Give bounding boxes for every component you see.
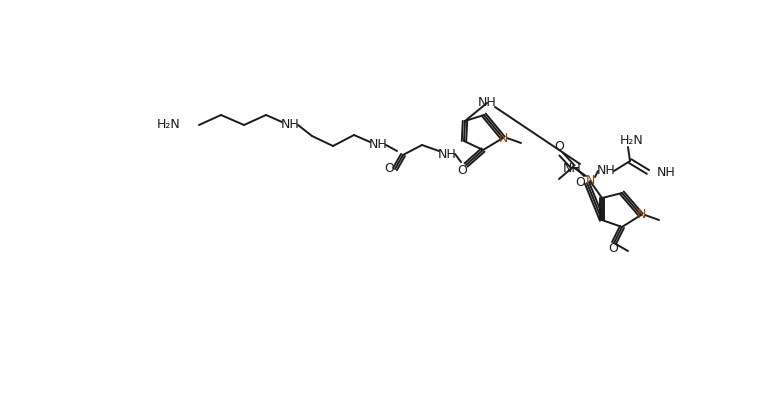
Text: NH: NH bbox=[597, 165, 616, 178]
Text: NH: NH bbox=[478, 97, 497, 110]
Text: NH: NH bbox=[657, 165, 676, 178]
Text: O: O bbox=[554, 141, 564, 154]
Text: NH: NH bbox=[369, 138, 388, 151]
Text: N: N bbox=[498, 132, 507, 145]
Text: NH: NH bbox=[281, 119, 299, 132]
Text: N: N bbox=[585, 174, 594, 187]
Text: O: O bbox=[608, 242, 618, 255]
Text: NH: NH bbox=[562, 162, 581, 174]
Text: O: O bbox=[575, 176, 585, 189]
Text: H₂N: H₂N bbox=[157, 119, 181, 132]
Text: O: O bbox=[457, 165, 467, 178]
Text: H₂N: H₂N bbox=[620, 134, 644, 147]
Text: O: O bbox=[384, 162, 394, 176]
Text: NH: NH bbox=[438, 147, 456, 160]
Text: N: N bbox=[636, 209, 645, 222]
